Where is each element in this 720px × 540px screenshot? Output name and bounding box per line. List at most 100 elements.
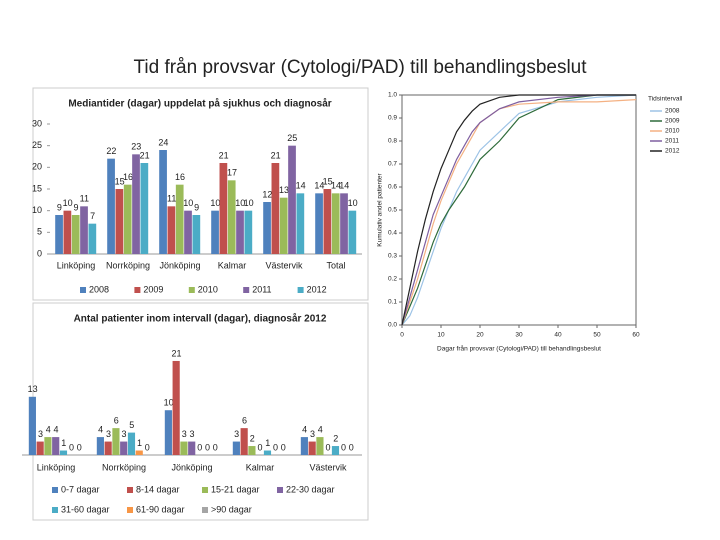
data-label: 10 — [235, 198, 245, 208]
bar — [104, 441, 112, 455]
y-tick-label: 0.2 — [388, 276, 397, 283]
data-label: 4 — [46, 424, 51, 434]
legend-label: 2009 — [665, 118, 680, 125]
data-label: 14 — [331, 181, 341, 191]
bar — [115, 189, 124, 254]
data-label: 3 — [189, 429, 194, 439]
data-label: 10 — [164, 398, 174, 408]
data-label: 0 — [341, 442, 346, 452]
data-label: 7 — [90, 211, 95, 221]
data-label: 5 — [129, 420, 134, 430]
bar — [211, 210, 219, 254]
data-label: 0 — [273, 442, 278, 452]
bar — [112, 428, 120, 455]
x-tick-label: 60 — [632, 332, 640, 339]
data-label: 3 — [182, 429, 187, 439]
legend-label: >90 dagar — [211, 504, 252, 514]
legend-label: 31-60 dagar — [61, 504, 110, 514]
x-tick-label: Linköping — [37, 462, 76, 472]
data-label: 25 — [287, 133, 297, 143]
legend-swatch — [297, 287, 304, 293]
x-tick-label: 20 — [476, 332, 484, 339]
bar — [263, 450, 272, 455]
bar — [331, 446, 340, 455]
bar — [52, 437, 60, 455]
x-tick-label: 10 — [437, 332, 445, 339]
data-label: 0 — [145, 442, 150, 452]
legend-label: 2010 — [198, 284, 218, 294]
legend-label: 0-7 dagar — [61, 484, 100, 494]
legend-swatch — [188, 287, 195, 293]
bar — [323, 189, 332, 254]
legend-label: 2010 — [665, 128, 680, 135]
data-label: 0 — [213, 442, 218, 452]
bar — [159, 150, 167, 254]
bar — [300, 437, 308, 455]
bar — [88, 223, 97, 254]
y-tick-label: 0.7 — [388, 161, 397, 168]
y-tick-label: 0.3 — [388, 253, 397, 260]
data-label: 21 — [140, 150, 150, 160]
bar — [279, 197, 288, 254]
bar — [240, 428, 248, 455]
data-label: 0 — [325, 442, 330, 452]
data-label: 21 — [271, 150, 281, 160]
y-tick-label: 0.9 — [388, 115, 397, 122]
x-tick-label: Norrköping — [106, 260, 150, 270]
bar — [96, 437, 104, 455]
legend-label: 2011 — [252, 284, 271, 294]
bar — [71, 215, 80, 254]
bar — [316, 437, 324, 455]
bar — [135, 450, 143, 455]
slide-title: Tid från provsvar (Cytologi/PAD) till be… — [133, 57, 587, 78]
chart-frame — [32, 87, 369, 301]
data-label: 4 — [302, 424, 307, 434]
bar — [219, 163, 228, 254]
data-label: 14 — [314, 181, 324, 191]
line — [401, 99, 637, 326]
y-tick-label: 30 — [32, 118, 42, 128]
bar — [184, 210, 192, 254]
line — [401, 94, 637, 326]
bar — [28, 396, 36, 455]
legend-label: 61-90 dagar — [136, 504, 185, 514]
bar — [140, 163, 149, 254]
data-label: 16 — [123, 172, 133, 182]
data-label: 10 — [63, 198, 73, 208]
legend-swatch — [127, 507, 133, 513]
x-tick-label: Jönköping — [159, 260, 200, 270]
x-tick-label: Kalmar — [218, 260, 247, 270]
data-label: 14 — [339, 181, 349, 191]
x-tick-label: Total — [326, 260, 345, 270]
data-label: 0 — [281, 442, 286, 452]
data-label: 22 — [106, 146, 116, 156]
data-label: 10 — [183, 198, 193, 208]
line — [401, 94, 636, 326]
data-label: 10 — [244, 198, 254, 208]
bar — [167, 206, 176, 254]
data-label: 0 — [77, 442, 82, 452]
data-label: 10 — [348, 198, 358, 208]
data-label: 17 — [227, 168, 237, 178]
data-label: 9 — [57, 202, 62, 212]
line — [401, 94, 636, 326]
legend-label: 2008 — [89, 284, 109, 294]
legend-swatch — [134, 287, 141, 293]
y-tick-label: 10 — [32, 205, 42, 215]
y-tick-label: 1.0 — [388, 92, 397, 99]
bar — [296, 193, 305, 254]
bar — [123, 184, 132, 254]
data-label: 1 — [137, 438, 142, 448]
data-label: 15 — [323, 176, 333, 186]
bar — [244, 210, 253, 254]
y-tick-label: 5 — [37, 227, 42, 237]
chart-title: Antal patienter inom intervall (dagar), … — [74, 313, 327, 325]
data-label: 3 — [38, 429, 43, 439]
bar — [248, 446, 256, 455]
x-tick-label: Kalmar — [246, 462, 275, 472]
x-tick-label: Västervik — [309, 462, 347, 472]
y-tick-label: 0.8 — [388, 138, 397, 145]
legend-label: 2012 — [307, 284, 327, 294]
legend-swatch — [243, 287, 250, 293]
data-label: 3 — [121, 429, 126, 439]
